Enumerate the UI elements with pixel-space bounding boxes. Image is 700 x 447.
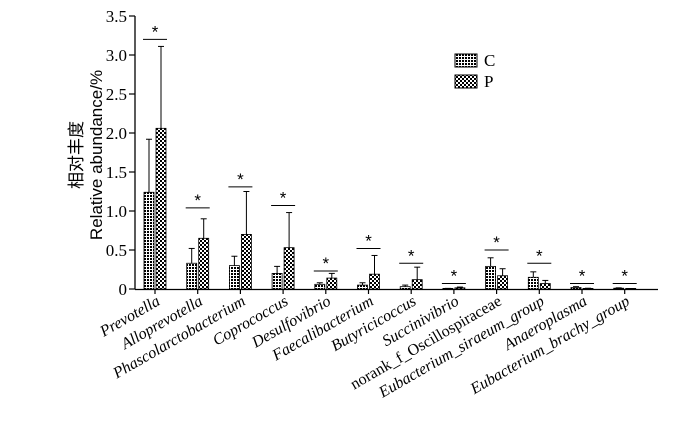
bar-c bbox=[399, 286, 411, 290]
bar-c bbox=[271, 272, 283, 290]
y-tick-label: 3.0 bbox=[106, 46, 127, 65]
bar-p bbox=[326, 277, 338, 290]
significance-star: * bbox=[621, 267, 628, 286]
bar-c bbox=[143, 191, 155, 290]
legend-swatch-p bbox=[454, 74, 478, 89]
legend: C P bbox=[454, 51, 495, 91]
significance-star: * bbox=[365, 231, 372, 250]
bar-p bbox=[497, 275, 509, 290]
significance-star: * bbox=[237, 170, 244, 189]
significance-star: * bbox=[536, 246, 543, 265]
bar-p bbox=[155, 127, 167, 290]
bar-p bbox=[240, 233, 252, 290]
y-axis-label-cn: 相对丰度 bbox=[67, 121, 86, 189]
bar-c bbox=[228, 265, 240, 290]
bar-p bbox=[369, 273, 380, 290]
legend-swatch-c bbox=[454, 53, 478, 68]
bar-c bbox=[186, 262, 198, 290]
bar-c bbox=[527, 276, 539, 290]
error-bars bbox=[146, 45, 634, 290]
significance-star: * bbox=[451, 267, 458, 286]
y-axis-label: 相对丰度 Relative abundance/% bbox=[67, 70, 106, 240]
bar-c bbox=[613, 287, 625, 290]
x-tick-labels: PrevotellaAlloprevotellaPhascolarctobact… bbox=[96, 293, 632, 402]
bar-c bbox=[357, 284, 368, 290]
bar-p bbox=[198, 237, 210, 290]
y-tick-label: 3.5 bbox=[106, 7, 127, 26]
y-tick-label: 2.5 bbox=[106, 85, 127, 104]
bar-c bbox=[570, 287, 582, 290]
bars bbox=[143, 127, 637, 290]
bar-p bbox=[283, 247, 295, 290]
y-tick-label: 1.0 bbox=[106, 202, 127, 221]
y-tick-label: 0.5 bbox=[106, 241, 127, 260]
y-tick-label: 1.5 bbox=[106, 163, 127, 182]
axes: 0 0.5 1.0 1.5 2.0 2.5 3.0 3.5 bbox=[106, 7, 658, 299]
bar-p bbox=[454, 287, 466, 290]
y-axis-label-en: Relative abundance/% bbox=[87, 70, 106, 240]
significance-star: * bbox=[408, 246, 415, 265]
significance-star: * bbox=[194, 191, 201, 210]
legend-label-p: P bbox=[484, 72, 493, 91]
significance-markers: * * * * * * * * * * * * bbox=[143, 22, 637, 286]
significance-star: * bbox=[493, 233, 500, 252]
legend-label-c: C bbox=[484, 51, 495, 70]
significance-star: * bbox=[322, 254, 329, 273]
bar-p bbox=[539, 283, 551, 290]
significance-star: * bbox=[152, 22, 159, 41]
significance-star: * bbox=[280, 189, 287, 208]
bar-c bbox=[485, 265, 497, 290]
bar-p bbox=[411, 279, 423, 290]
y-tick-label: 2.0 bbox=[106, 124, 127, 143]
y-tick-label: 0 bbox=[119, 280, 128, 299]
bar-c bbox=[314, 283, 326, 290]
significance-star: * bbox=[579, 267, 586, 286]
